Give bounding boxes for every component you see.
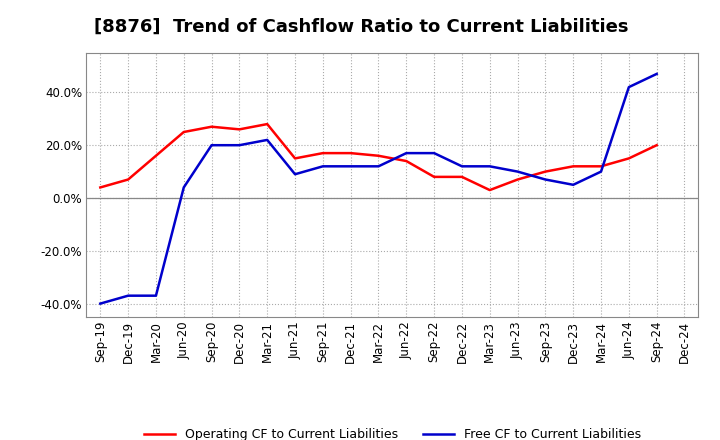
Operating CF to Current Liabilities bbox=[485, 187, 494, 193]
Free CF to Current Liabilities bbox=[124, 293, 132, 298]
Line: Free CF to Current Liabilities: Free CF to Current Liabilities bbox=[100, 74, 657, 304]
Operating CF to Current Liabilities bbox=[235, 127, 243, 132]
Operating CF to Current Liabilities bbox=[541, 169, 550, 174]
Free CF to Current Liabilities bbox=[263, 137, 271, 143]
Free CF to Current Liabilities bbox=[541, 177, 550, 182]
Operating CF to Current Liabilities bbox=[152, 153, 161, 158]
Free CF to Current Liabilities bbox=[430, 150, 438, 156]
Operating CF to Current Liabilities bbox=[569, 164, 577, 169]
Text: [8876]  Trend of Cashflow Ratio to Current Liabilities: [8876] Trend of Cashflow Ratio to Curren… bbox=[94, 18, 628, 36]
Operating CF to Current Liabilities bbox=[291, 156, 300, 161]
Free CF to Current Liabilities bbox=[458, 164, 467, 169]
Free CF to Current Liabilities bbox=[513, 169, 522, 174]
Free CF to Current Liabilities bbox=[624, 84, 633, 90]
Legend: Operating CF to Current Liabilities, Free CF to Current Liabilities: Operating CF to Current Liabilities, Fre… bbox=[138, 423, 647, 440]
Line: Operating CF to Current Liabilities: Operating CF to Current Liabilities bbox=[100, 124, 657, 190]
Free CF to Current Liabilities bbox=[402, 150, 410, 156]
Operating CF to Current Liabilities bbox=[402, 158, 410, 164]
Operating CF to Current Liabilities bbox=[179, 129, 188, 135]
Free CF to Current Liabilities bbox=[179, 185, 188, 190]
Free CF to Current Liabilities bbox=[96, 301, 104, 306]
Operating CF to Current Liabilities bbox=[124, 177, 132, 182]
Free CF to Current Liabilities bbox=[318, 164, 327, 169]
Operating CF to Current Liabilities bbox=[263, 121, 271, 127]
Operating CF to Current Liabilities bbox=[318, 150, 327, 156]
Free CF to Current Liabilities bbox=[152, 293, 161, 298]
Free CF to Current Liabilities bbox=[207, 143, 216, 148]
Free CF to Current Liabilities bbox=[346, 164, 355, 169]
Operating CF to Current Liabilities bbox=[207, 124, 216, 129]
Free CF to Current Liabilities bbox=[374, 164, 383, 169]
Free CF to Current Liabilities bbox=[652, 71, 661, 77]
Free CF to Current Liabilities bbox=[291, 172, 300, 177]
Free CF to Current Liabilities bbox=[569, 182, 577, 187]
Free CF to Current Liabilities bbox=[485, 164, 494, 169]
Operating CF to Current Liabilities bbox=[96, 185, 104, 190]
Operating CF to Current Liabilities bbox=[430, 174, 438, 180]
Operating CF to Current Liabilities bbox=[652, 143, 661, 148]
Operating CF to Current Liabilities bbox=[374, 153, 383, 158]
Operating CF to Current Liabilities bbox=[597, 164, 606, 169]
Operating CF to Current Liabilities bbox=[624, 156, 633, 161]
Free CF to Current Liabilities bbox=[235, 143, 243, 148]
Operating CF to Current Liabilities bbox=[458, 174, 467, 180]
Operating CF to Current Liabilities bbox=[346, 150, 355, 156]
Free CF to Current Liabilities bbox=[597, 169, 606, 174]
Operating CF to Current Liabilities bbox=[513, 177, 522, 182]
